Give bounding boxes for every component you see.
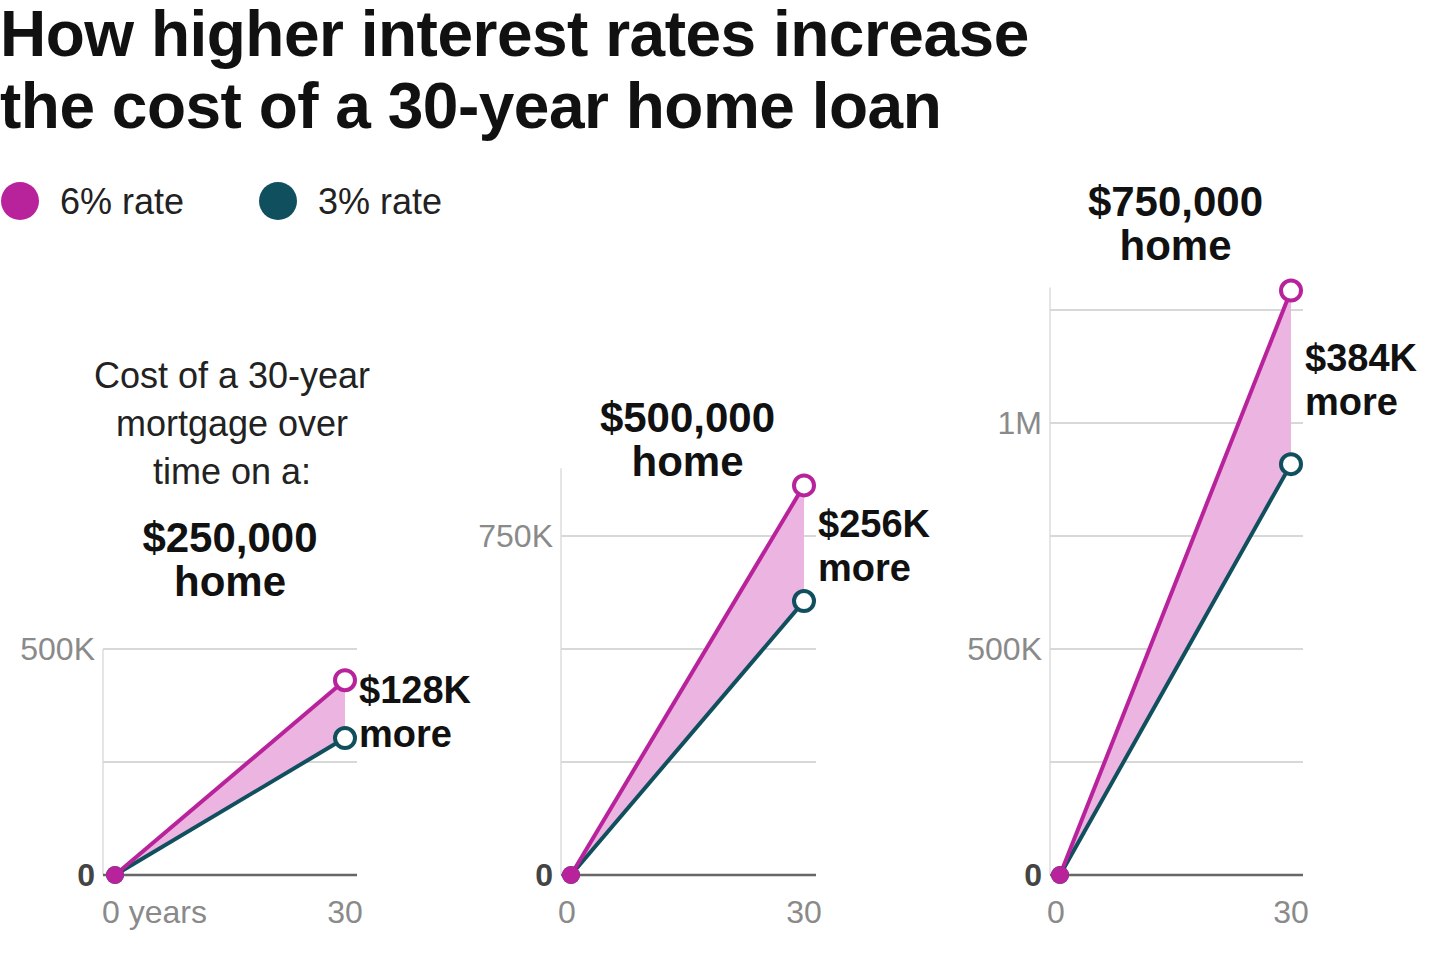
y-tick-label: 0 — [1024, 857, 1042, 893]
chart: 0 750K 0 30 $500,000home $256Kmore — [478, 394, 930, 930]
series-line — [571, 601, 804, 875]
point-marker — [335, 728, 355, 748]
y-tick-label: 0 — [535, 857, 553, 893]
legend: 6% rate 3% rate — [1, 181, 442, 222]
baseline — [1050, 874, 1303, 877]
x-tick-label: 30 — [786, 894, 822, 930]
series-line — [1060, 291, 1291, 875]
baseline — [561, 874, 816, 877]
plot-area — [106, 670, 355, 884]
y-axis-line — [1049, 287, 1051, 875]
point-marker — [1051, 866, 1069, 884]
plot-area — [1051, 281, 1301, 884]
y-tick-label: 500K — [20, 631, 95, 667]
grid-line — [561, 648, 816, 650]
y-tick-label: 0 — [77, 857, 95, 893]
legend-swatch — [1, 182, 39, 220]
difference-area — [571, 485, 804, 875]
point-marker — [794, 591, 814, 611]
point-marker — [562, 866, 580, 884]
annotation: more — [359, 713, 452, 755]
legend-label: 6% rate — [60, 181, 184, 222]
annotation: $256K — [818, 503, 931, 545]
grid-line — [561, 761, 816, 763]
point-marker — [1281, 281, 1301, 301]
y-tick-label: 750K — [478, 518, 553, 554]
annotation: $384K — [1305, 337, 1418, 379]
x-tick-label: 30 — [1273, 894, 1309, 930]
annotation: more — [818, 547, 911, 589]
difference-area — [1060, 291, 1291, 875]
plot-area — [562, 475, 814, 884]
annotation: more — [1305, 381, 1398, 423]
series-line — [115, 738, 345, 875]
page: {"title": "How higher interest rates inc… — [0, 0, 1440, 959]
legend-swatch — [259, 182, 297, 220]
chart-title: home — [174, 558, 286, 605]
subtitle: Cost of a 30-year mortgage over time on … — [82, 352, 382, 496]
chart-canvas: 0500K0 years30$250,000home$128Kmore6% ra… — [0, 0, 1440, 959]
grid-line — [1050, 309, 1303, 311]
grid-line — [103, 648, 357, 650]
y-axis-line — [560, 468, 562, 875]
y-tick-label: 1M — [998, 405, 1042, 441]
chart-title: $750,000 — [1088, 178, 1263, 225]
grid-line — [103, 761, 357, 763]
chart-title: $500,000 — [600, 394, 775, 441]
x-tick-label: 0 years — [102, 894, 207, 930]
chart: 0 500K 0 years 30 $250,000home $128Kmore — [20, 514, 471, 930]
title: How higher interest rates increase the c… — [0, 0, 1120, 142]
x-tick-label: 0 — [1047, 894, 1065, 930]
legend-label: 3% rate — [318, 181, 442, 222]
series-line — [1060, 464, 1291, 875]
chart-title: home — [631, 438, 743, 485]
chart-title: $250,000 — [142, 514, 317, 561]
point-marker — [1051, 866, 1069, 884]
point-marker — [106, 866, 124, 884]
point-marker — [562, 866, 580, 884]
chart: 0 500K 1M 0 30 $750,000home $384Kmore — [967, 178, 1417, 930]
x-tick-label: 30 — [327, 894, 363, 930]
chart-title: home — [1119, 222, 1231, 269]
difference-area — [115, 680, 345, 875]
point-marker — [1281, 454, 1301, 474]
x-tick-label: 0 — [558, 894, 576, 930]
baseline — [103, 874, 357, 877]
grid-line — [1050, 761, 1303, 763]
point-marker — [106, 866, 124, 884]
point-marker — [335, 670, 355, 690]
grid-line — [1050, 535, 1303, 537]
annotation: $128K — [359, 669, 472, 711]
series-line — [571, 485, 804, 875]
y-tick-label: 500K — [967, 631, 1042, 667]
point-marker — [794, 475, 814, 495]
series-line — [115, 680, 345, 875]
